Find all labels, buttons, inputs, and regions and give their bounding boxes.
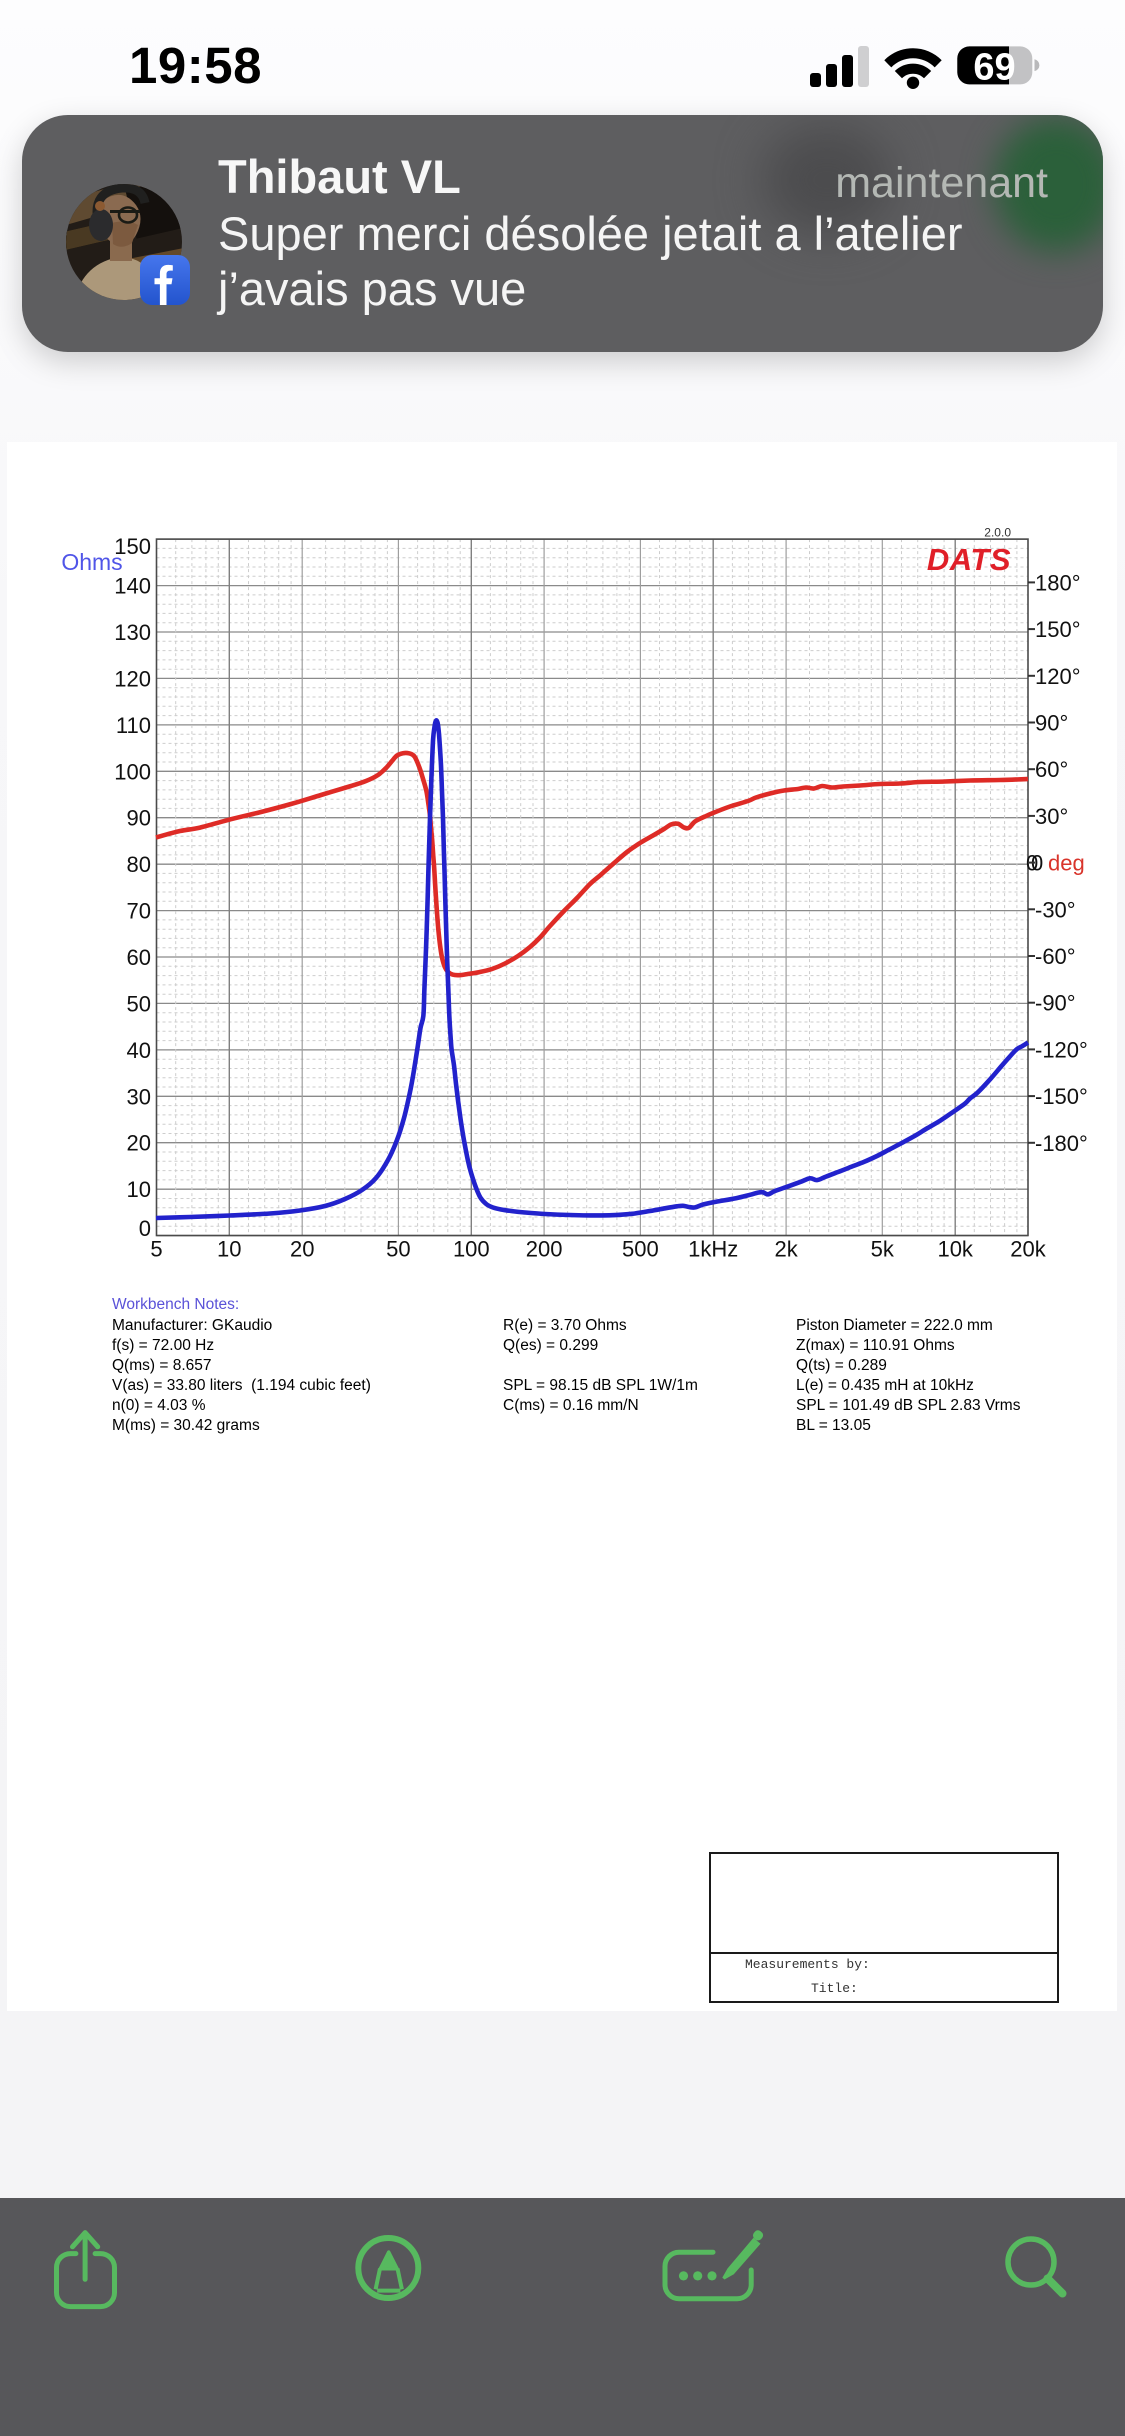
svg-text:60: 60 <box>127 945 151 970</box>
svg-text:200: 200 <box>526 1237 563 1262</box>
svg-text:130: 130 <box>114 620 151 645</box>
svg-text:30°: 30° <box>1035 804 1068 829</box>
svg-text:100: 100 <box>114 759 151 784</box>
svg-text:deg: deg <box>1048 851 1085 876</box>
svg-text:60°: 60° <box>1035 757 1068 782</box>
svg-text:-90°: -90° <box>1035 991 1076 1016</box>
svg-text:80: 80 <box>127 852 151 877</box>
svg-text:120: 120 <box>114 666 151 691</box>
svg-text:0: 0 <box>139 1216 151 1241</box>
svg-text:5: 5 <box>150 1237 162 1262</box>
svg-text:150: 150 <box>114 534 151 559</box>
svg-text:-180°: -180° <box>1035 1131 1088 1156</box>
svg-text:-120°: -120° <box>1035 1037 1088 1062</box>
svg-text:30: 30 <box>127 1084 151 1109</box>
svg-text:100: 100 <box>453 1237 490 1262</box>
svg-text:500: 500 <box>622 1237 659 1262</box>
svg-text:5k: 5k <box>871 1237 895 1262</box>
svg-text:20: 20 <box>290 1237 314 1262</box>
svg-text:70: 70 <box>127 899 151 924</box>
svg-text:2k: 2k <box>774 1237 798 1262</box>
svg-text:50: 50 <box>386 1237 410 1262</box>
svg-text:0: 0 <box>1031 851 1043 876</box>
svg-text:20k: 20k <box>1010 1237 1046 1262</box>
svg-text:Ohms: Ohms <box>61 549 122 575</box>
svg-text:150°: 150° <box>1035 617 1081 642</box>
svg-text:90°: 90° <box>1035 711 1068 736</box>
svg-text:-60°: -60° <box>1035 944 1076 969</box>
svg-text:40: 40 <box>127 1038 151 1063</box>
svg-text:140: 140 <box>114 574 151 599</box>
svg-text:69: 69 <box>973 47 1015 89</box>
svg-text:10: 10 <box>217 1237 241 1262</box>
svg-text:-150°: -150° <box>1035 1084 1088 1109</box>
svg-text:2.0.0: 2.0.0 <box>984 526 1011 540</box>
svg-text:20: 20 <box>127 1131 151 1156</box>
svg-text:-30°: -30° <box>1035 897 1076 922</box>
svg-text:10: 10 <box>127 1177 151 1202</box>
svg-text:50: 50 <box>127 991 151 1016</box>
svg-text:120°: 120° <box>1035 664 1081 689</box>
svg-text:10k: 10k <box>937 1237 973 1262</box>
svg-text:180°: 180° <box>1035 570 1081 595</box>
svg-text:90: 90 <box>127 806 151 831</box>
svg-text:DATS: DATS <box>927 542 1011 577</box>
svg-text:110: 110 <box>116 713 151 738</box>
svg-text:1kHz: 1kHz <box>688 1237 738 1262</box>
